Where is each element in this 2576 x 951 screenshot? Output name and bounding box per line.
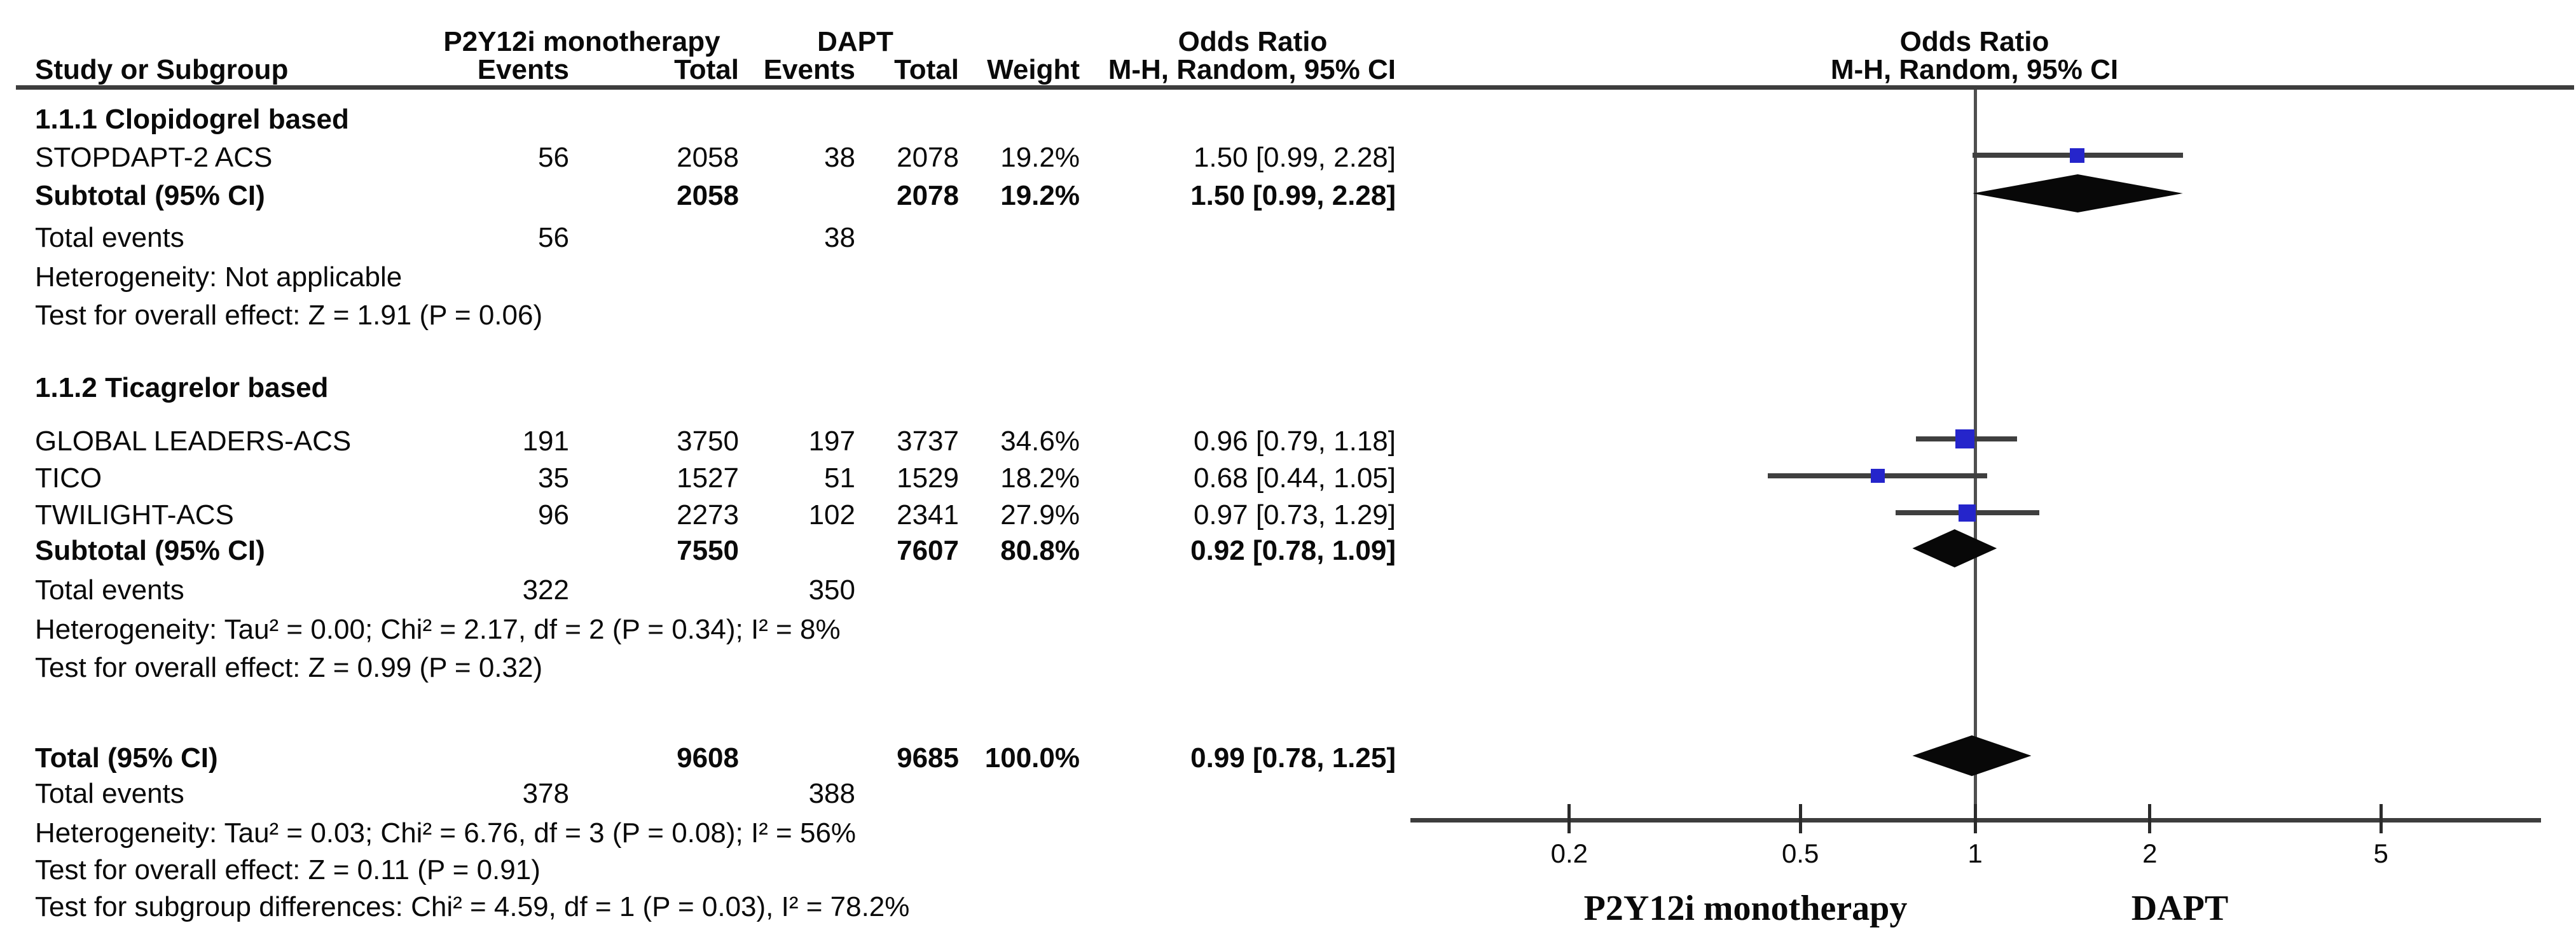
weight-value: 19.2% — [1000, 180, 1080, 211]
total-events-dapt-value: 388 — [808, 778, 855, 809]
plot-header-or-ci: M-H, Random, 95% CI — [1830, 54, 2119, 85]
forest-point-estimate-square — [1959, 504, 1976, 522]
total-dapt-value: 2078 — [897, 180, 959, 211]
study-name: TICO — [35, 462, 102, 494]
axis-label-favours-dapt: DAPT — [2131, 889, 2229, 928]
or-ci-value: 1.50 [0.99, 2.28] — [1190, 180, 1396, 211]
x-axis-tick — [2379, 804, 2383, 833]
or-ci-value: 0.99 [0.78, 1.25] — [1190, 742, 1396, 774]
total-events-label: Total events — [35, 778, 184, 809]
events-dapt-value: 38 — [824, 142, 855, 173]
total-events-label: Total events — [35, 222, 184, 253]
events-dapt-value: 197 — [808, 426, 855, 457]
total-events-mono-value: 56 — [538, 222, 569, 253]
forest-point-estimate-square — [1871, 469, 1885, 483]
study-name: TWILIGHT-ACS — [35, 499, 234, 531]
column-header-total-dapt: Total — [894, 54, 959, 85]
column-group-dapt: DAPT — [817, 26, 893, 57]
or-ci-value: 0.68 [0.44, 1.05] — [1193, 462, 1396, 494]
x-axis-tick — [1798, 804, 1802, 833]
overall-effect-text: Test for overall effect: Z = 1.91 (P = 0… — [35, 300, 543, 331]
study-name: STOPDAPT-2 ACS — [35, 142, 273, 173]
total-mono-value: 3750 — [677, 426, 739, 457]
subgroup-title: 1.1.1 Clopidogrel based — [35, 104, 349, 135]
forest-point-estimate-square — [2070, 148, 2085, 163]
heterogeneity-text: Heterogeneity: Tau² = 0.00; Chi² = 2.17,… — [35, 614, 841, 645]
total-label: Total (95% CI) — [35, 742, 218, 774]
subtotal-diamond — [1973, 174, 2183, 212]
total-mono-value: 2058 — [677, 142, 739, 173]
study-name: GLOBAL LEADERS-ACS — [35, 426, 352, 457]
column-group-p2y12i-monotherapy: P2Y12i monotherapy — [443, 26, 720, 57]
weight-value: 18.2% — [1000, 462, 1080, 494]
or-ci-value: 0.92 [0.78, 1.09] — [1190, 535, 1396, 566]
weight-value: 27.9% — [1000, 499, 1080, 531]
events-mono-value: 191 — [522, 426, 569, 457]
or-ci-value: 0.96 [0.79, 1.18] — [1193, 426, 1396, 457]
column-header-study: Study or Subgroup — [35, 54, 289, 85]
total-dapt-value: 1529 — [897, 462, 959, 494]
weight-value: 19.2% — [1000, 142, 1080, 173]
x-axis-tick — [1973, 804, 1977, 833]
axis-label-favours-mono: P2Y12i monotherapy — [1583, 889, 1908, 928]
column-header-or-ci: M-H, Random, 95% CI — [1108, 54, 1396, 85]
total-events-dapt-value: 38 — [824, 222, 855, 253]
x-axis-tick-label: 5 — [2373, 838, 2388, 868]
total-dapt-value: 9685 — [897, 742, 959, 774]
or-column-title: Odds Ratio — [1178, 26, 1328, 57]
total-mono-value: 2058 — [677, 180, 739, 211]
events-mono-value: 35 — [538, 462, 569, 494]
column-header-events-dapt: Events — [763, 54, 855, 85]
total-events-dapt-value: 350 — [808, 574, 855, 606]
total-events-label: Total events — [35, 574, 184, 606]
header-divider-line — [16, 85, 2574, 90]
overall-effect-text: Test for overall effect: Z = 0.99 (P = 0… — [35, 652, 543, 683]
total-diamond — [1912, 735, 2032, 776]
subtotal-label: Subtotal (95% CI) — [35, 180, 265, 211]
total-mono-value: 1527 — [677, 462, 739, 494]
heterogeneity-text: Heterogeneity: Tau² = 0.03; Chi² = 6.76,… — [35, 817, 857, 849]
or-ci-value: 1.50 [0.99, 2.28] — [1193, 142, 1396, 173]
overall-effect-text: Test for overall effect: Z = 0.11 (P = 0… — [35, 854, 541, 885]
weight-value: 34.6% — [1000, 426, 1080, 457]
x-axis-tick-label: 0.5 — [1781, 838, 1819, 868]
forest-point-estimate-square — [1955, 429, 1974, 448]
total-mono-value: 2273 — [677, 499, 739, 531]
heterogeneity-text: Heterogeneity: Not applicable — [35, 261, 403, 293]
subgroup-differences-text: Test for subgroup differences: Chi² = 4.… — [35, 891, 910, 922]
total-mono-value: 7550 — [677, 535, 739, 566]
null-effect-line — [1974, 90, 1977, 821]
total-dapt-value: 7607 — [897, 535, 959, 566]
weight-value: 100.0% — [984, 742, 1080, 774]
or-ci-value: 0.97 [0.73, 1.29] — [1193, 499, 1396, 531]
plot-or-title: Odds Ratio — [1899, 26, 2049, 57]
column-header-weight: Weight — [987, 54, 1080, 85]
x-axis-tick-label: 1 — [1967, 838, 1983, 868]
events-mono-value: 96 — [538, 499, 569, 531]
x-axis-tick-label: 0.2 — [1550, 838, 1588, 868]
column-header-events-mono: Events — [477, 54, 569, 85]
x-axis-tick — [1567, 804, 1571, 833]
weight-value: 80.8% — [1000, 535, 1080, 566]
subtotal-label: Subtotal (95% CI) — [35, 535, 265, 566]
total-dapt-value: 2341 — [897, 499, 959, 531]
events-dapt-value: 102 — [808, 499, 855, 531]
events-mono-value: 56 — [538, 142, 569, 173]
column-header-total-mono: Total — [674, 54, 739, 85]
subtotal-diamond — [1912, 529, 1997, 567]
x-axis-tick-label: 2 — [2142, 838, 2158, 868]
events-dapt-value: 51 — [824, 462, 855, 494]
total-mono-value: 9608 — [677, 742, 739, 774]
total-events-mono-value: 322 — [522, 574, 569, 606]
x-axis-tick — [2148, 804, 2152, 833]
total-events-mono-value: 378 — [522, 778, 569, 809]
total-dapt-value: 3737 — [897, 426, 959, 457]
total-dapt-value: 2078 — [897, 142, 959, 173]
subgroup-title: 1.1.2 Ticagrelor based — [35, 372, 329, 403]
